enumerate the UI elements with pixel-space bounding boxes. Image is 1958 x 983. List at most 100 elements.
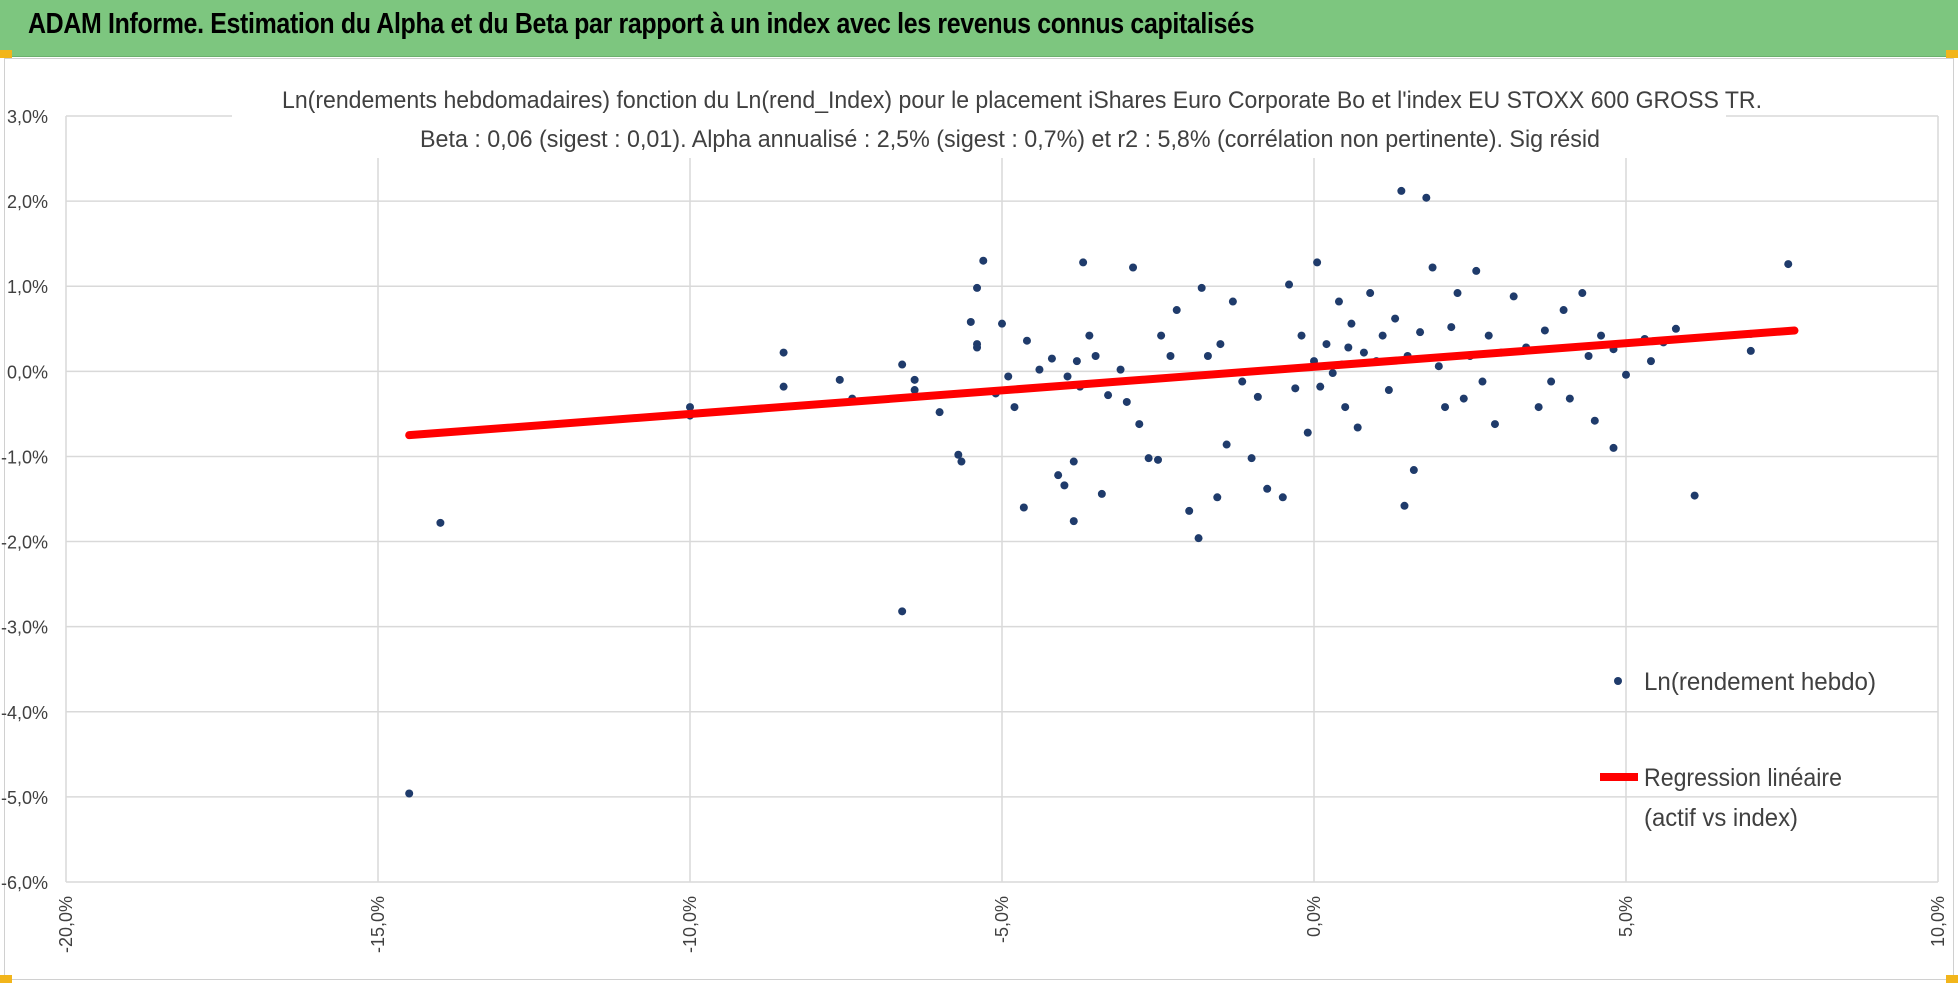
data-point [1509, 292, 1518, 301]
data-point [1054, 471, 1063, 480]
data-point [1069, 517, 1078, 526]
data-point [1197, 283, 1206, 292]
corner-handle-bottom-left[interactable] [0, 975, 12, 983]
data-point [1690, 491, 1699, 500]
data-point [1400, 501, 1409, 510]
scatter-points [405, 186, 1793, 798]
data-point [1334, 297, 1343, 306]
data-point [1578, 289, 1587, 298]
regression-line [405, 326, 1799, 440]
data-point [1590, 416, 1599, 425]
data-point [979, 256, 988, 265]
data-point [1391, 314, 1400, 323]
data-point [1216, 340, 1225, 349]
data-point [1022, 336, 1031, 345]
data-point [1116, 365, 1125, 374]
x-tick-label: 5,0% [1616, 896, 1636, 937]
data-point [973, 283, 982, 292]
x-tick-label: 0,0% [1304, 896, 1324, 937]
data-point [1085, 331, 1094, 340]
y-tick-label: 0,0% [7, 362, 48, 382]
data-point [1285, 280, 1294, 289]
data-point [1559, 306, 1568, 315]
data-point [910, 375, 919, 384]
corner-handle-top-right[interactable] [1946, 50, 1958, 58]
data-point [436, 518, 445, 527]
corner-handle-bottom-right[interactable] [1946, 975, 1958, 983]
data-point [1253, 392, 1262, 401]
y-tick-label: 3,0% [7, 107, 48, 127]
data-point [1079, 258, 1088, 267]
data-point [1441, 403, 1450, 412]
y-tick-label: -4,0% [1, 703, 48, 723]
data-point [1010, 403, 1019, 412]
y-axis-ticks: 3,0% 2,0% 1,0% 0,0% -1,0% -2,0% -3,0% -4,0% -5,0… [1, 107, 48, 893]
report-title: ADAM Informe. Estimation du Alpha et du … [28, 8, 1255, 40]
data-point [779, 382, 788, 391]
x-tick-label: -20,0% [56, 896, 76, 953]
data-point [935, 408, 944, 417]
data-point [1144, 454, 1153, 463]
data-point [1671, 324, 1680, 333]
data-point [1341, 403, 1350, 412]
data-point [1222, 440, 1231, 449]
data-point [1154, 455, 1162, 464]
data-point [1353, 423, 1362, 432]
data-point [1322, 340, 1331, 349]
legend-label-points: Ln(rendement hebdo) [1644, 668, 1876, 696]
data-point [1540, 326, 1549, 335]
data-point [1278, 493, 1287, 502]
data-point [1313, 258, 1322, 267]
data-point [1247, 454, 1256, 463]
y-tick-label: -6,0% [1, 873, 48, 893]
data-point [1166, 352, 1175, 361]
y-tick-label: -2,0% [1, 533, 48, 553]
x-tick-label: -15,0% [368, 896, 388, 953]
data-point [898, 607, 907, 616]
x-tick-label: -10,0% [680, 896, 700, 953]
data-point [1291, 384, 1300, 393]
data-point [1091, 352, 1100, 361]
data-point [973, 343, 982, 352]
data-point [1063, 372, 1072, 381]
data-point [1019, 503, 1028, 512]
data-point [954, 450, 963, 459]
data-point [1129, 263, 1138, 272]
legend-marker-points [1614, 677, 1622, 685]
corner-handle-top-left[interactable] [0, 50, 12, 58]
data-point [1185, 506, 1194, 515]
title-background [232, 88, 1726, 158]
data-point [1397, 186, 1406, 195]
data-point [1409, 466, 1418, 475]
data-point [1328, 369, 1337, 378]
data-point [957, 457, 966, 466]
data-point [1172, 306, 1181, 315]
legend-label-regression-sub: (actif vs index) [1644, 804, 1798, 832]
data-point [1622, 370, 1630, 379]
data-point [1609, 443, 1618, 452]
data-point [686, 403, 694, 412]
x-tick-label: -5,0% [992, 896, 1012, 943]
y-tick-label: -5,0% [1, 788, 48, 808]
data-point [1534, 403, 1543, 412]
data-point [1378, 331, 1387, 340]
data-point [1228, 297, 1237, 306]
data-point [1122, 397, 1131, 406]
data-point [1447, 323, 1456, 332]
data-point [1060, 481, 1069, 490]
data-point [910, 386, 919, 395]
data-point [1203, 352, 1212, 361]
data-point [1746, 346, 1755, 355]
data-point [1004, 372, 1013, 381]
data-point [1472, 266, 1481, 275]
data-point [1238, 377, 1247, 386]
legend-label-regression: Regression linéaire [1644, 764, 1842, 792]
data-point [1104, 391, 1113, 400]
data-point [1213, 493, 1222, 502]
data-point [1047, 354, 1056, 363]
data-point [1347, 319, 1356, 328]
data-point [1359, 348, 1368, 357]
data-point [1428, 263, 1437, 272]
data-point [1194, 534, 1203, 543]
regression-line-group [405, 326, 1799, 440]
